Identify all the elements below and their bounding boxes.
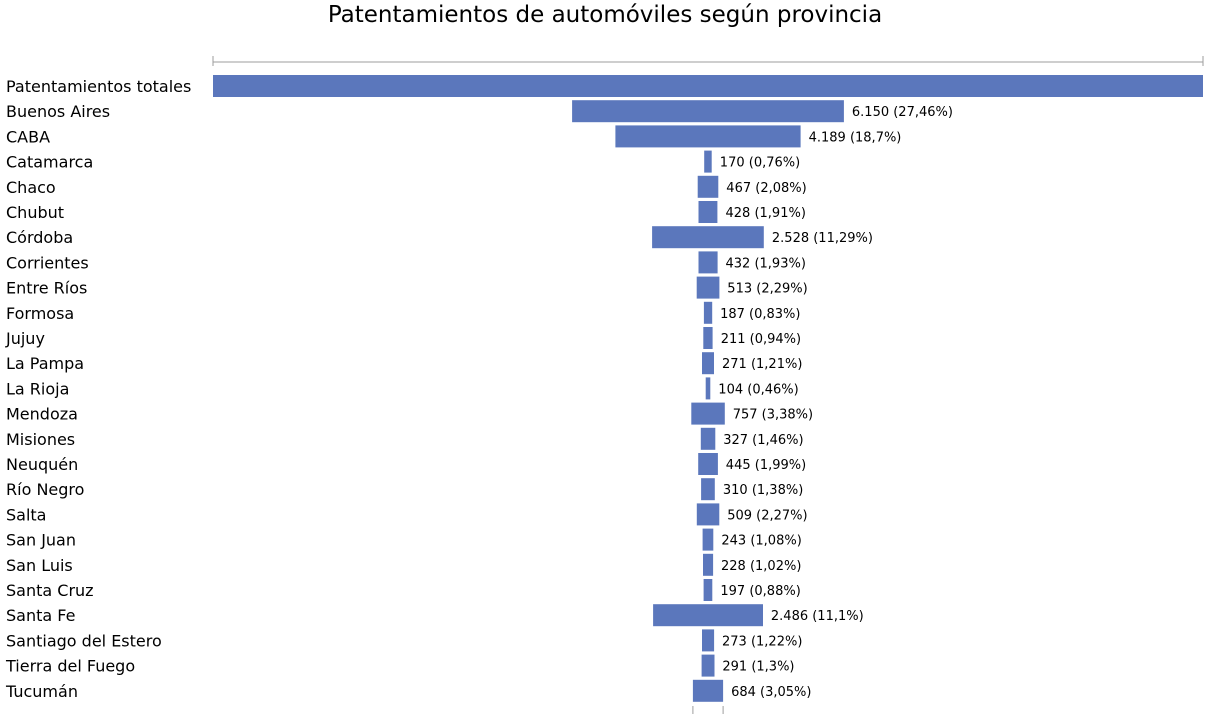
data-label-la-rioja: 104 (0,46%) [718, 382, 798, 397]
category-label-neuquen: Neuquén [6, 455, 78, 474]
category-label-misiones: Misiones [6, 430, 75, 449]
bar-neuquen [698, 453, 718, 475]
chart-title: Patentamientos de automóviles según prov… [327, 2, 883, 28]
bar-chaco [697, 175, 719, 198]
bar-mendoza [691, 402, 725, 425]
bar-salta [696, 503, 720, 526]
category-label-mendoza: Mendoza [6, 405, 78, 424]
data-label-entre-rios: 513 (2,29%) [727, 282, 807, 297]
data-label-san-luis: 228 (1,02%) [721, 559, 801, 574]
category-label-caba: CABA [6, 127, 50, 146]
bar-san-luis [703, 553, 714, 576]
bottom-ticks [692, 706, 724, 714]
category-label-tierra-del-fuego: Tierra del Fuego [5, 657, 135, 676]
bar-buenos-aires [572, 100, 844, 123]
bar-rio-negro [701, 478, 715, 501]
category-label-san-luis: San Luis [6, 556, 73, 575]
bar-chubut [698, 201, 718, 223]
data-label-rio-negro: 310 (1,38%) [723, 483, 803, 498]
bar-patentamientos-totales [213, 75, 1203, 97]
top-axis [212, 56, 1204, 66]
data-label-santiago-del-estero: 273 (1,22%) [722, 634, 802, 649]
category-label-santiago-del-estero: Santiago del Estero [6, 631, 162, 650]
data-label-chaco: 467 (2,08%) [726, 181, 806, 196]
data-label-corrientes: 432 (1,93%) [726, 256, 806, 271]
bar-la-rioja [705, 377, 711, 400]
category-label-entre-rios: Entre Ríos [6, 279, 87, 298]
bar-tierra-del-fuego [701, 654, 715, 677]
data-label-catamarca: 170 (0,76%) [720, 156, 800, 171]
data-label-la-pampa: 271 (1,21%) [722, 357, 802, 372]
category-label-la-rioja: La Rioja [6, 379, 69, 398]
data-label-caba: 4.189 (18,7%) [809, 130, 902, 145]
bar-santa-fe [653, 604, 763, 627]
bar-caba [615, 125, 801, 148]
bar-corrientes [698, 251, 718, 274]
category-label-buenos-aires: Buenos Aires [6, 102, 110, 121]
bar-santiago-del-estero [702, 629, 715, 652]
data-label-chubut: 428 (1,91%) [726, 206, 806, 221]
category-label-jujuy: Jujuy [5, 329, 45, 348]
category-label-santa-fe: Santa Fe [6, 606, 75, 625]
data-label-santa-fe: 2.486 (11,1%) [771, 609, 864, 624]
data-label-formosa: 187 (0,83%) [720, 307, 800, 322]
bar-san-juan [702, 528, 714, 551]
data-label-misiones: 327 (1,46%) [723, 433, 803, 448]
category-label-tucuman: Tucumán [5, 682, 78, 701]
category-labels: Patentamientos totales Buenos Aires CABA Ca… [5, 77, 191, 701]
data-label-neuquen: 445 (1,99%) [726, 458, 806, 473]
category-label-chubut: Chubut [6, 203, 64, 222]
data-label-tierra-del-fuego: 291 (1,3%) [722, 660, 794, 675]
category-label-cordoba: Córdoba [6, 228, 73, 247]
data-label-mendoza: 757 (3,38%) [733, 408, 813, 423]
bar-santa-cruz [703, 579, 713, 601]
bar-la-pampa [702, 352, 714, 375]
bar-tucuman [692, 679, 724, 702]
bar-cordoba [652, 226, 764, 249]
bar-misiones [700, 427, 716, 450]
category-label-la-pampa: La Pampa [6, 354, 84, 373]
category-label-catamarca: Catamarca [6, 153, 93, 172]
category-label-corrientes: Corrientes [6, 253, 89, 272]
data-label-cordoba: 2.528 (11,29%) [772, 231, 873, 246]
data-label-salta: 509 (2,27%) [727, 508, 807, 523]
category-label-san-juan: San Juan [6, 531, 76, 550]
data-label-buenos-aires: 6.150 (27,46%) [852, 105, 953, 120]
category-label-formosa: Formosa [6, 304, 74, 323]
category-label-patentamientos-totales: Patentamientos totales [6, 77, 191, 96]
data-label-san-juan: 243 (1,08%) [721, 534, 801, 549]
category-label-rio-negro: Río Negro [6, 480, 84, 499]
bar-catamarca [704, 150, 712, 173]
category-label-chaco: Chaco [6, 178, 56, 197]
category-label-santa-cruz: Santa Cruz [6, 581, 94, 600]
bar-jujuy [703, 327, 713, 349]
data-labels: 6.150 (27,46%) 4.189 (18,7%) 170 (0,76%) 46… [718, 105, 953, 700]
data-label-tucuman: 684 (3,05%) [731, 685, 811, 700]
bars-group [213, 75, 1203, 702]
data-label-santa-cruz: 197 (0,88%) [720, 584, 800, 599]
bar-entre-rios [696, 276, 720, 299]
bar-formosa [703, 301, 713, 324]
data-label-jujuy: 211 (0,94%) [721, 332, 801, 347]
category-label-salta: Salta [6, 505, 46, 524]
